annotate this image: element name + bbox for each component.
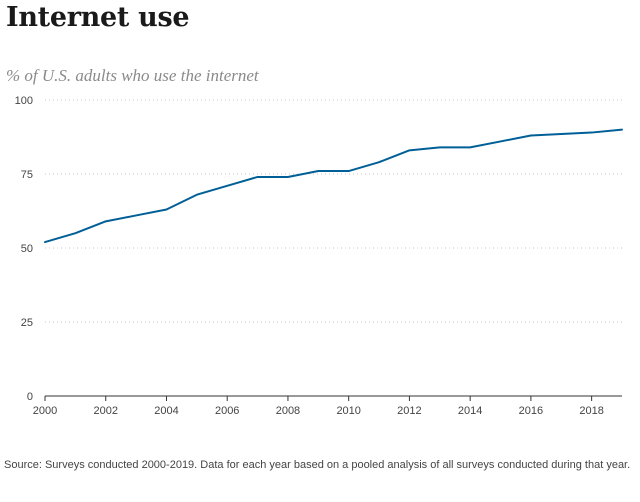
x-tick-label-2014: 2014 — [458, 405, 482, 417]
y-tick-label-75: 75 — [21, 169, 33, 181]
data-point-2007 — [257, 176, 259, 178]
x-tick-label-2010: 2010 — [336, 405, 360, 417]
y-tick-label-100: 100 — [15, 95, 33, 107]
x-tick-label-2002: 2002 — [93, 405, 117, 417]
data-point-2004 — [165, 209, 167, 211]
x-tick-label-2000: 2000 — [33, 405, 57, 417]
data-point-2009 — [317, 170, 319, 172]
data-point-2016 — [530, 135, 532, 137]
chart-subtitle: % of U.S. adults who use the internet — [6, 66, 259, 85]
x-tick-label-2012: 2012 — [397, 405, 421, 417]
x-tick-label-2008: 2008 — [276, 405, 300, 417]
source-note: Source: Surveys conducted 2000-2019. Dat… — [4, 459, 631, 471]
x-tick-label-2016: 2016 — [519, 405, 543, 417]
data-point-2012 — [408, 149, 410, 151]
data-point-2017 — [560, 133, 562, 135]
data-point-2019 — [621, 129, 623, 131]
y-tick-label-25: 25 — [21, 317, 33, 329]
data-point-2003 — [135, 214, 137, 216]
data-point-2014 — [469, 146, 471, 148]
data-point-2010 — [348, 170, 350, 172]
chart-title: Internet use — [6, 2, 190, 33]
x-tick-label-2006: 2006 — [215, 405, 239, 417]
data-point-2018 — [591, 132, 593, 134]
x-tick-label-2018: 2018 — [579, 405, 603, 417]
data-point-2000 — [44, 241, 46, 243]
data-point-2013 — [439, 146, 441, 148]
data-point-2005 — [196, 194, 198, 196]
line-chart: 0 25 50 75 100 2000 2002 2004 2006 2008 2010 2012 20… — [15, 95, 623, 417]
series-line-0 — [44, 128, 623, 244]
data-point-2006 — [226, 185, 228, 187]
x-tick-label-2004: 2004 — [154, 405, 178, 417]
data-point-2008 — [287, 176, 289, 178]
data-point-2001 — [74, 232, 76, 234]
data-point-2011 — [378, 161, 380, 163]
data-point-2015 — [500, 140, 502, 142]
data-point-2002 — [105, 220, 107, 222]
y-tick-label-50: 50 — [21, 243, 33, 255]
y-tick-label-0: 0 — [27, 391, 33, 403]
